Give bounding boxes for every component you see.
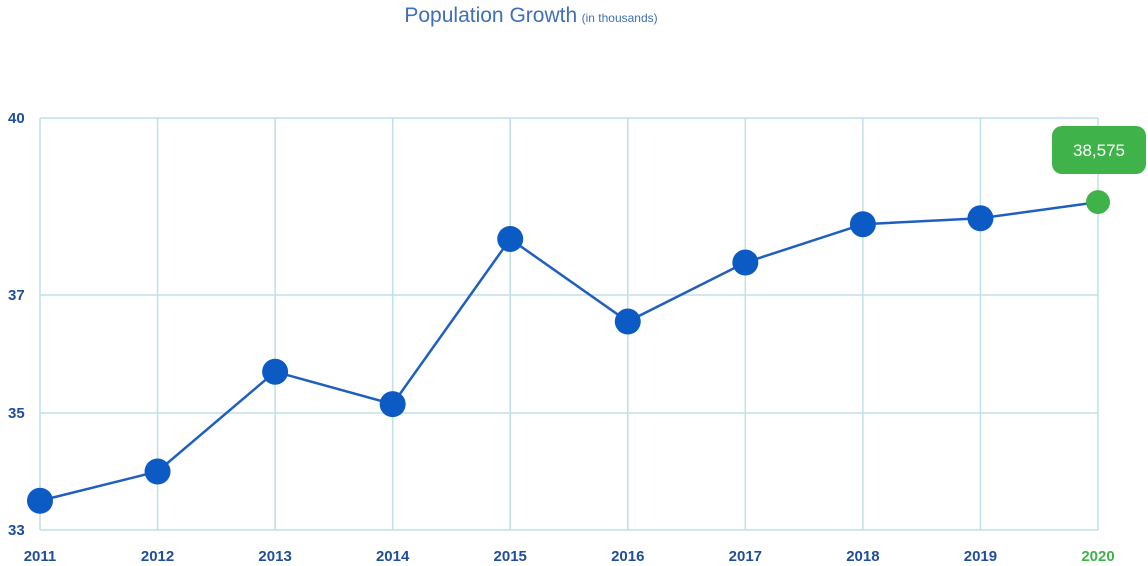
x-tick-label: 2018 [846,548,879,565]
series-line [39,200,1099,502]
chart-title: Population Growth (in thousands) [0,4,1062,28]
callout-value-label: 38,575 [1073,141,1125,160]
data-point [849,211,876,238]
value-callout: 38,575 [1052,126,1146,174]
data-point [1086,190,1110,215]
x-tick-label: 2015 [494,548,527,565]
x-tick-label: 2019 [964,548,997,565]
data-point [262,358,289,385]
data-point [27,487,53,514]
x-tick-label: 2020 [1081,548,1114,565]
x-axis-ticks: 2011 2012 2013 2014 2015 2016 2017 2018 2019 2020 [24,548,1115,565]
x-tick-label: 2011 [24,548,57,565]
data-point [967,205,994,232]
y-tick-label: 33 [8,522,25,539]
y-tick-label: 37 [8,287,25,304]
callout-box [1052,126,1146,174]
y-axis-ticks: 33 35 37 40 [8,110,25,539]
data-point [379,391,406,418]
chart-title-sub: (in thousands) [581,11,658,25]
data-point [614,308,641,335]
chart-grid [39,117,1099,531]
y-tick-label: 35 [8,405,25,422]
x-tick-label: 2014 [376,548,410,565]
x-tick-label: 2016 [611,548,644,565]
series-population [27,190,1110,514]
data-point [497,225,524,252]
data-point [732,249,759,276]
x-tick-label: 2013 [258,548,291,565]
x-tick-label: 2012 [141,548,174,565]
x-tick-label: 2017 [729,548,762,565]
chart-title-main: Population Growth [404,4,578,27]
data-point [144,458,171,485]
y-tick-label: 40 [8,110,25,127]
